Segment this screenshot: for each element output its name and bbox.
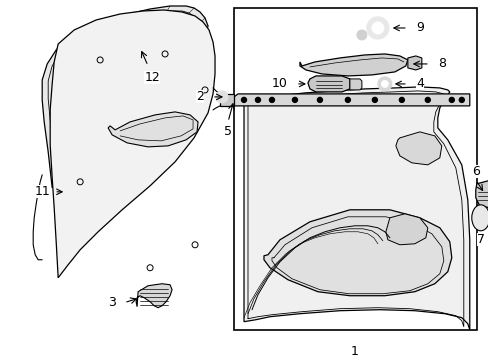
Circle shape	[216, 91, 227, 103]
Polygon shape	[136, 284, 172, 308]
Polygon shape	[234, 8, 476, 330]
Circle shape	[366, 17, 388, 39]
Text: 4: 4	[415, 77, 423, 90]
Polygon shape	[234, 94, 469, 106]
Text: 9: 9	[415, 22, 423, 35]
Circle shape	[356, 30, 366, 40]
Circle shape	[425, 98, 429, 102]
Ellipse shape	[471, 205, 488, 231]
Circle shape	[241, 98, 246, 102]
Polygon shape	[264, 210, 451, 296]
Polygon shape	[299, 54, 407, 76]
Circle shape	[292, 98, 297, 102]
Text: 5: 5	[224, 125, 231, 138]
Text: 11: 11	[34, 185, 50, 198]
Text: 10: 10	[271, 77, 287, 90]
Text: 1: 1	[350, 345, 358, 358]
Text: 3: 3	[108, 296, 116, 309]
Circle shape	[255, 98, 260, 102]
Circle shape	[371, 22, 383, 34]
Polygon shape	[395, 132, 441, 165]
Circle shape	[317, 98, 322, 102]
Polygon shape	[50, 10, 215, 278]
Text: 8: 8	[437, 58, 445, 71]
Circle shape	[399, 98, 404, 102]
Polygon shape	[108, 112, 198, 147]
Circle shape	[269, 98, 274, 102]
Circle shape	[377, 77, 391, 91]
Circle shape	[372, 98, 377, 102]
Circle shape	[381, 80, 387, 87]
Polygon shape	[407, 56, 421, 70]
Polygon shape	[42, 6, 207, 188]
Circle shape	[458, 98, 463, 102]
Text: 2: 2	[196, 90, 203, 103]
Text: 7: 7	[476, 233, 484, 246]
Polygon shape	[349, 79, 361, 90]
Text: 12: 12	[144, 71, 160, 85]
Polygon shape	[475, 180, 488, 208]
Polygon shape	[220, 94, 234, 106]
Circle shape	[345, 98, 350, 102]
Text: 6: 6	[471, 165, 479, 178]
Circle shape	[448, 98, 453, 102]
Polygon shape	[244, 87, 469, 330]
Polygon shape	[307, 76, 349, 92]
Polygon shape	[385, 214, 427, 245]
